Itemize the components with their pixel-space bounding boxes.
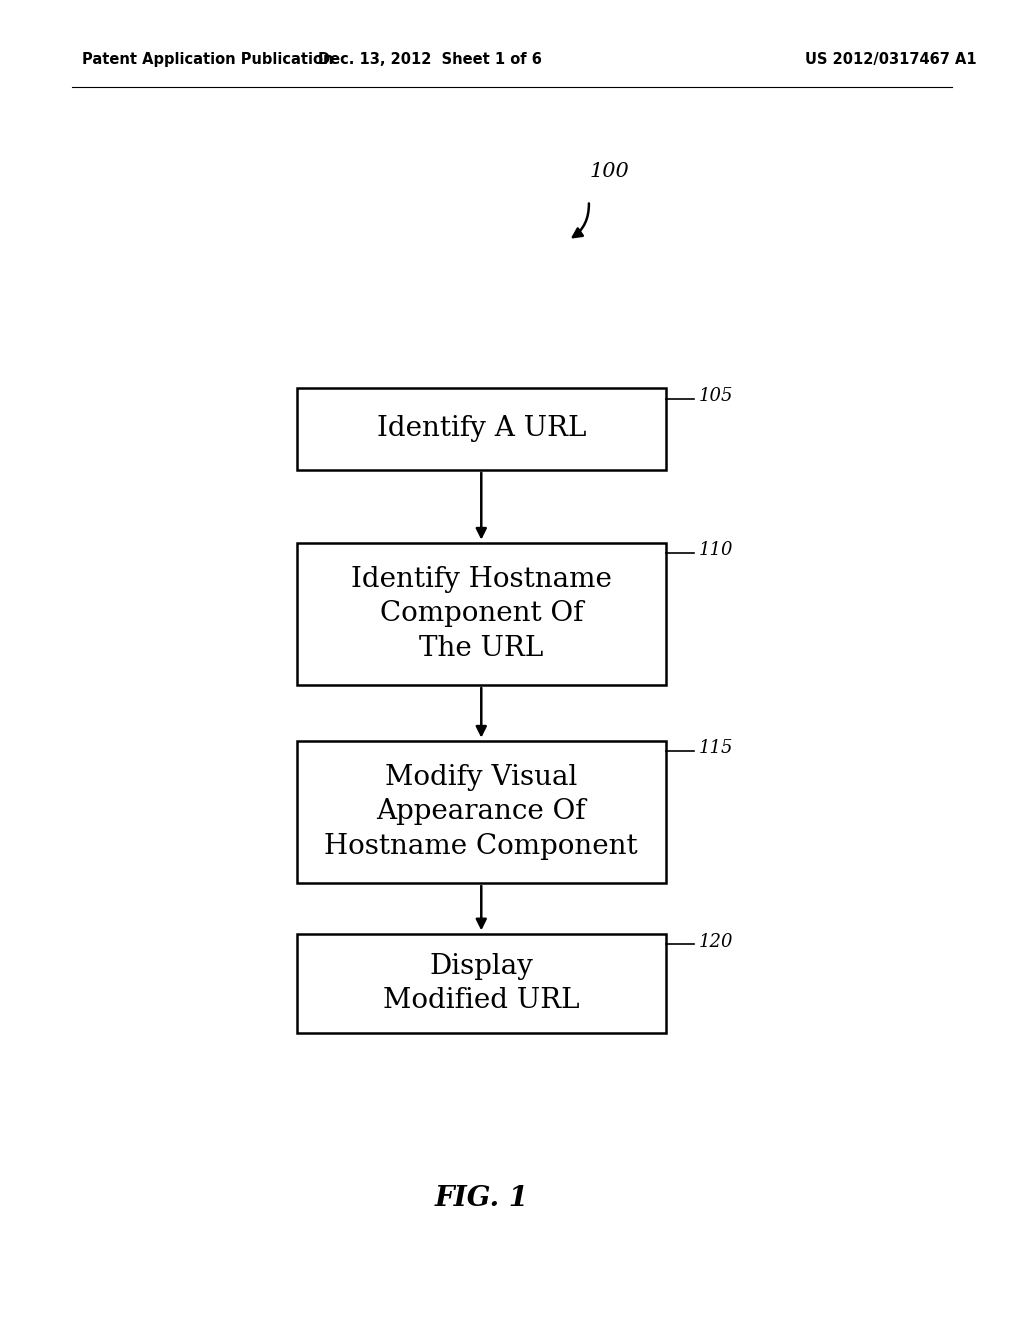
Text: US 2012/0317467 A1: US 2012/0317467 A1 [805, 51, 977, 67]
Text: Modify Visual
Appearance Of
Hostname Component: Modify Visual Appearance Of Hostname Com… [325, 764, 638, 859]
Text: Dec. 13, 2012  Sheet 1 of 6: Dec. 13, 2012 Sheet 1 of 6 [318, 51, 542, 67]
Text: 115: 115 [698, 739, 733, 758]
Text: 100: 100 [590, 162, 629, 181]
Text: 120: 120 [698, 933, 733, 950]
Bar [297, 388, 666, 470]
Text: FIG. 1: FIG. 1 [434, 1185, 528, 1212]
Bar [297, 543, 666, 685]
Bar [297, 741, 666, 883]
Text: Display
Modified URL: Display Modified URL [383, 953, 580, 1014]
Text: Identify A URL: Identify A URL [377, 416, 586, 442]
Text: Patent Application Publication: Patent Application Publication [82, 51, 334, 67]
Bar [297, 935, 666, 1032]
Text: Identify Hostname
Component Of
The URL: Identify Hostname Component Of The URL [351, 566, 611, 661]
Text: 110: 110 [698, 541, 733, 560]
Text: 105: 105 [698, 387, 733, 405]
